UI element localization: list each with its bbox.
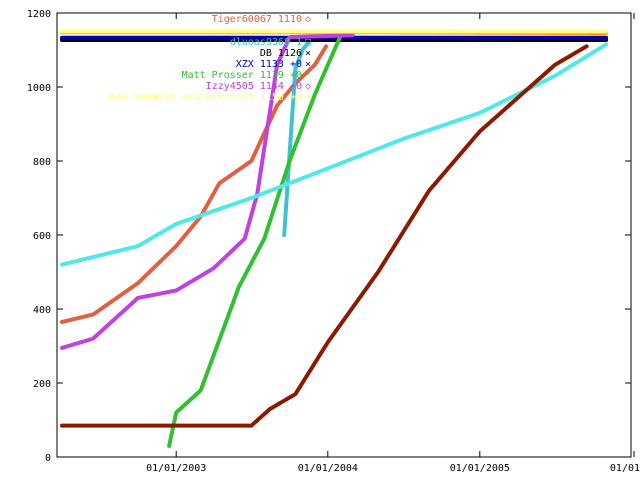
y-axis: 0 200 400 600 800 1000 1200 <box>27 9 631 464</box>
y-tick-label: 800 <box>33 157 51 168</box>
series-line-5 <box>167 33 343 448</box>
x-tick-label: 01/01/2004 <box>298 463 358 474</box>
y-tick-label: 0 <box>45 453 51 464</box>
y-tick-label: 600 <box>33 231 51 242</box>
legend-marker: ◇ <box>305 81 311 92</box>
legend-label: Matt Prosser 1139 +0 <box>182 70 302 81</box>
x-axis: 01/01/2003 01/01/2004 01/01/2005 01/01/20 <box>146 13 640 474</box>
y-tick-label: 200 <box>33 379 51 390</box>
x-tick-label: 01/01/2005 <box>450 463 510 474</box>
legend-label: dluoas9368 1 <box>230 37 302 48</box>
series-line-6 <box>60 33 355 350</box>
legend-marker: + <box>305 92 311 103</box>
series-layer <box>60 29 609 448</box>
legend: Tiger60067 1110 ◇dluoas9368 1 □DB 1126 ×XZX… <box>109 14 311 103</box>
legend-marker: * <box>305 70 311 81</box>
series-line-8 <box>60 42 609 267</box>
legend-label: Tiger60067 1110 <box>212 14 302 25</box>
series-line-0 <box>60 44 329 324</box>
x-tick-label: 01/01/20 <box>610 463 640 474</box>
series-line-9 <box>60 44 589 428</box>
legend-label: DB 1126 <box>260 48 302 59</box>
legend-label: XZX 1133 +0 <box>236 59 302 70</box>
y-tick-label: 400 <box>33 305 51 316</box>
legend-marker: □ <box>305 37 311 48</box>
y-tick-label: 1000 <box>27 83 51 94</box>
legend-marker: × <box>305 59 311 70</box>
legend-label: Rob Seemuth aka RcPriest 1150 +0 <box>109 92 302 103</box>
y-tick-label: 1200 <box>27 9 51 20</box>
x-tick-label: 01/01/2003 <box>146 463 206 474</box>
legend-marker: ◇ <box>305 14 311 25</box>
legend-marker: × <box>305 48 311 59</box>
legend-label: Izzy4505 1144 +0 <box>206 81 302 92</box>
series-line-2 <box>282 40 311 237</box>
